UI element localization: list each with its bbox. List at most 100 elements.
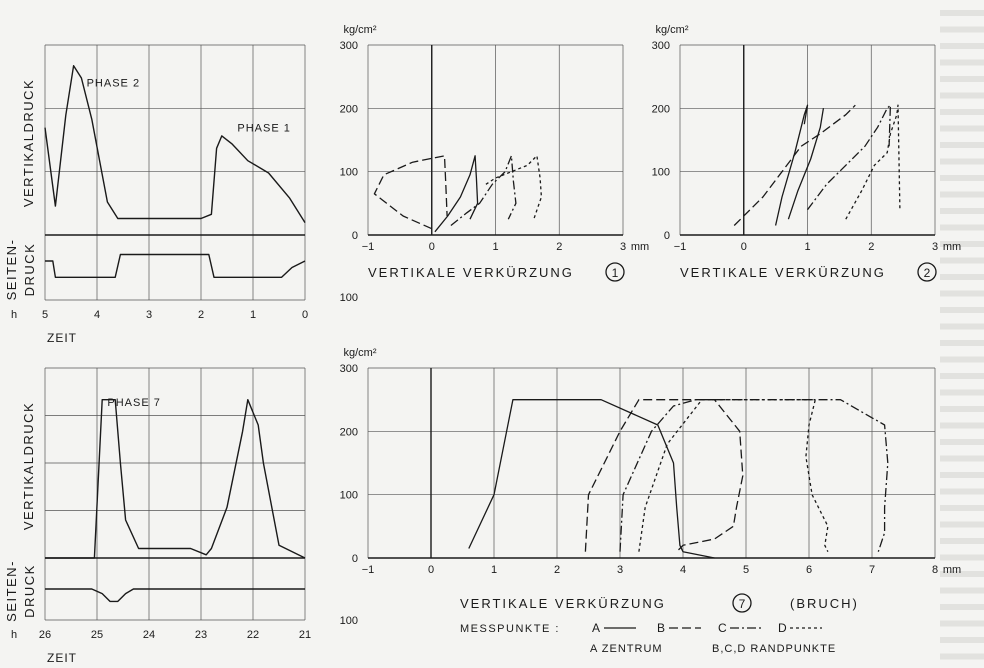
background-text-line — [940, 307, 984, 313]
x-tick-label: 0 — [302, 309, 308, 321]
y-axis-label-top: VERTIKALDRUCK — [21, 79, 36, 207]
background-text-line — [940, 389, 984, 396]
background-text-line — [940, 373, 984, 379]
background-text-line — [940, 125, 984, 132]
x-tick-label: 0 — [741, 241, 747, 253]
marker-circle — [917, 262, 937, 282]
background-text-line — [940, 290, 984, 297]
y-tick-label: 200 — [340, 426, 358, 438]
marker-number: 2 — [924, 266, 931, 280]
series-line-vertical — [44, 65, 306, 223]
legend-note-a: A ZENTRUM — [590, 643, 663, 655]
background-text-line — [940, 10, 984, 16]
background-text-line — [940, 274, 984, 280]
y-tick-label: 100 — [652, 167, 670, 179]
marker-number: 1 — [612, 266, 619, 280]
chart-phase12-time: VERTIKALDRUCK SEITEN- DRUCK h 5 4 3 2 1 0 ZEIT PHAS… — [4, 44, 308, 345]
phase-annotation: PHASE 1 — [237, 123, 290, 135]
series-line-A — [434, 155, 479, 233]
background-text-line — [940, 175, 984, 181]
x-tick-label: 2 — [198, 309, 204, 321]
background-text-line — [940, 340, 984, 346]
x-tick-label: 2 — [556, 241, 562, 253]
chart-strain-2: 0 100 200 300 −1 0 1 2 3 mm kg/cm² VERTIKALE VERKÜR… — [652, 24, 961, 282]
background-text-line — [940, 571, 984, 577]
x-axis-label: VERTIKALE VERKÜRZUNG — [368, 265, 574, 280]
x-tick-label: 22 — [247, 629, 259, 641]
series-line-D — [845, 104, 901, 220]
x-unit-label: mm — [631, 241, 649, 253]
legend-label: D — [778, 621, 787, 635]
x-tick-label: 7 — [869, 564, 875, 576]
y-unit-label: kg/cm² — [344, 24, 377, 36]
legend-note-bcd: B,C,D RANDPUNKTE — [712, 643, 836, 655]
x-tick-label: 5 — [42, 309, 48, 321]
background-text-line — [940, 488, 984, 495]
x-axis-marker: 2 — [917, 262, 937, 282]
background-text-line — [940, 26, 984, 33]
x-tick-label: 8 — [932, 564, 938, 576]
series-line-C — [806, 104, 892, 211]
y-tick-label: 100 — [340, 490, 358, 502]
x-tick-label: 3 — [620, 241, 626, 253]
x-tick-label: 3 — [932, 241, 938, 253]
x-tick-label: 6 — [806, 564, 812, 576]
background-text-line — [940, 109, 984, 115]
x-tick-label: 1 — [491, 564, 497, 576]
x-tick-label: 0 — [428, 564, 434, 576]
background-text-line — [940, 59, 984, 66]
series-line-vertical — [45, 399, 306, 559]
legend-entry: A — [592, 621, 636, 635]
legend-label: A — [592, 621, 600, 635]
x-tick-label: −1 — [674, 241, 687, 253]
x-tick-label: 4 — [680, 564, 686, 576]
x-unit-label: mm — [943, 241, 961, 253]
x-tick-label: 2 — [868, 241, 874, 253]
background-text-line — [940, 76, 984, 82]
x-tick-label: 23 — [195, 629, 207, 641]
x-tick-label: 1 — [804, 241, 810, 253]
series-line-C — [619, 399, 889, 552]
background-text-line — [940, 521, 984, 528]
background-text-line — [940, 257, 984, 264]
background-text-line — [940, 323, 984, 330]
x-axis-label: VERTIKALE VERKÜRZUNG — [460, 596, 666, 611]
x-tick-label: −1 — [362, 564, 375, 576]
legend-title: MESSPUNKTE : — [460, 623, 560, 635]
x-tick-label: 25 — [91, 629, 103, 641]
background-text-line — [940, 637, 984, 643]
legend-entry: B — [657, 621, 701, 635]
series-line-C — [450, 155, 517, 227]
y-tick-label: 0 — [664, 230, 670, 242]
x-tick-label: 0 — [429, 241, 435, 253]
y-axis-label-top: VERTIKALDRUCK — [21, 402, 36, 530]
x-unit-label: mm — [943, 564, 961, 576]
chart-strain-7: 0 100 200 300 −1 0 1 2 3 4 5 6 7 8 mm kg/cm² 100 VERTIKAL… — [340, 347, 962, 627]
extra-tick-label: 100 — [340, 615, 358, 627]
background-text-line — [940, 191, 984, 198]
x-axis-label: ZEIT — [47, 651, 77, 665]
background-text-line — [940, 406, 984, 412]
series-line-A — [787, 108, 825, 220]
x-axis-marker: 7 — [732, 593, 752, 613]
background-text-line — [940, 422, 984, 429]
x-tick-label: 24 — [143, 629, 155, 641]
legend: MESSPUNKTE : A B C D A ZENTRUM B,C,D RANDPUNKT… — [460, 621, 836, 655]
background-text-line — [940, 142, 984, 148]
series-line-B — [584, 399, 744, 553]
marker-circle — [732, 593, 752, 613]
series-line-B — [733, 104, 856, 226]
background-text-line — [940, 505, 984, 511]
y-axis-label-bottom: DRUCK — [22, 564, 37, 618]
series-line-lateral — [45, 253, 306, 278]
background-text-line — [940, 208, 984, 214]
x-axis-suffix: (BRUCH) — [790, 596, 859, 611]
phase-annotation: PHASE 7 — [107, 397, 160, 409]
y-tick-label: 0 — [352, 553, 358, 565]
background-text-line — [940, 224, 984, 231]
y-tick-label: 300 — [340, 363, 358, 375]
x-axis-label: VERTIKALE VERKÜRZUNG — [680, 265, 886, 280]
background-text-line — [940, 43, 984, 49]
x-tick-label: 3 — [617, 564, 623, 576]
